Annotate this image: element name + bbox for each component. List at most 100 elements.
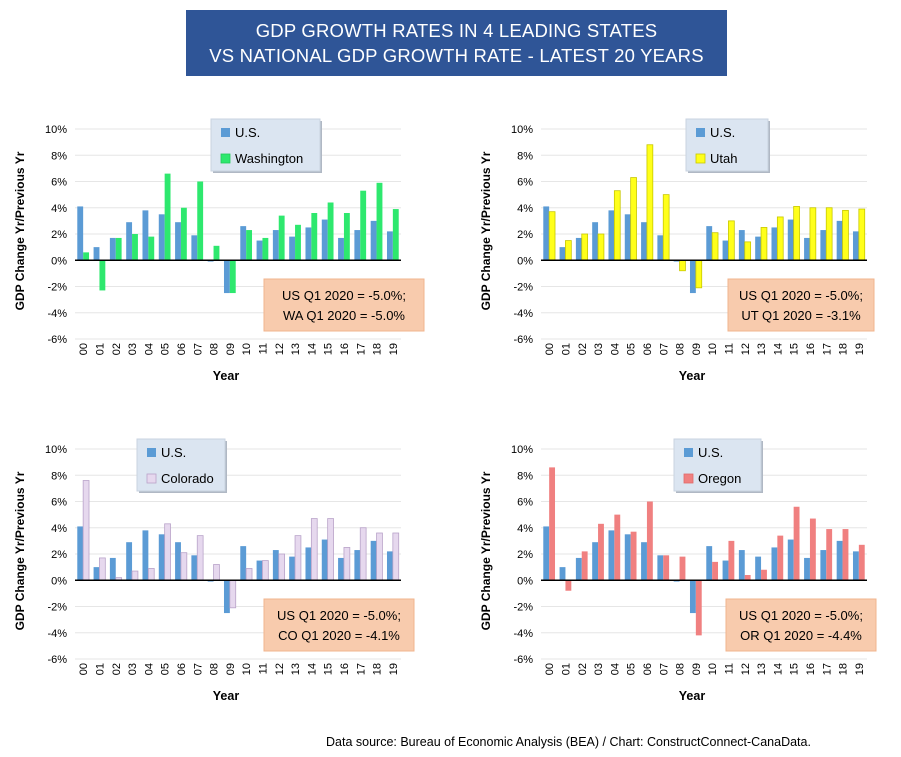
x-axis-title: Year <box>213 369 240 383</box>
y-axis-title: GDP Change Yr/Previous Yr <box>479 471 493 630</box>
bar-state <box>565 240 572 261</box>
bar-state <box>147 568 155 581</box>
y-tick-label: -4% <box>513 628 533 640</box>
chart-oregon: 10% 8% 6% 4% 2% 0% -2% -4% -6% 00 01 02 03 04 05 06 07 08… <box>468 432 888 717</box>
legend-label-state: Washington <box>235 151 303 166</box>
x-tick-label: 04 <box>143 663 155 675</box>
bar-state <box>343 213 350 261</box>
bar-us <box>722 560 729 581</box>
y-axis-title: GDP Change Yr/Previous Yr <box>479 151 493 310</box>
bar-us <box>820 550 827 581</box>
x-tick-label: 17 <box>355 343 367 355</box>
bar-us <box>338 557 344 581</box>
bar-us <box>624 534 631 581</box>
x-tick-label: 15 <box>789 663 801 675</box>
y-tick-label: 8% <box>517 470 533 482</box>
bar-us <box>256 560 263 581</box>
bar-us <box>771 227 778 261</box>
chart-oregon-svg: 10% 8% 6% 4% 2% 0% -2% -4% -6% 00 01 02 03 04 05 06 07 08… <box>479 438 877 703</box>
bar-state <box>728 540 735 581</box>
bar-us <box>836 220 843 261</box>
bar-us <box>608 210 615 261</box>
y-tick-label: 4% <box>517 203 533 215</box>
x-tick-label: 03 <box>127 663 139 675</box>
bar-us <box>93 247 100 261</box>
bar-state <box>548 211 556 261</box>
chart-utah-svg: 10% 8% 6% 4% 2% 0% -2% -4% -6% 00 01 02 03 04 05 06 07 08… <box>479 118 875 383</box>
y-tick-label: 10% <box>45 444 67 456</box>
x-tick-label: 02 <box>577 343 589 355</box>
annotation-line1: US Q1 2020 = -5.0%; <box>277 608 401 623</box>
y-tick-label: -4% <box>47 628 67 640</box>
bar-state <box>842 209 849 261</box>
bar-state <box>392 532 400 581</box>
x-tick-label: 17 <box>355 663 367 675</box>
bar-us <box>77 526 84 581</box>
x-tick-label: 15 <box>323 663 335 675</box>
bar-state <box>613 190 621 261</box>
y-tick-label: 10% <box>45 124 67 136</box>
bar-state <box>164 173 171 261</box>
bar-state <box>826 529 833 581</box>
x-tick-label: 07 <box>658 663 670 675</box>
y-tick-label: 8% <box>517 150 533 162</box>
bar-us <box>77 206 84 261</box>
x-tick-label: 02 <box>577 663 589 675</box>
bar-state <box>695 259 703 289</box>
x-tick-label: 08 <box>209 343 221 355</box>
bar-us <box>158 214 165 261</box>
chart-utah: 10% 8% 6% 4% 2% 0% -2% -4% -6% 00 01 02 03 04 05 06 07 08… <box>468 112 888 397</box>
bar-state <box>663 555 670 581</box>
legend-swatch-state <box>146 473 157 484</box>
bar-state <box>131 570 139 581</box>
bar-state <box>646 144 654 261</box>
bar-state <box>597 233 605 261</box>
y-tick-label: 2% <box>517 229 533 241</box>
y-tick-label: 4% <box>517 523 533 535</box>
legend-label-state: Colorado <box>161 471 214 486</box>
bar-us <box>852 551 859 581</box>
x-tick-label: 06 <box>642 343 654 355</box>
x-tick-label: 00 <box>78 663 90 675</box>
y-tick-label: 0% <box>51 575 67 587</box>
y-tick-label: 8% <box>51 150 67 162</box>
x-tick-label: 12 <box>274 343 286 355</box>
x-tick-label: 07 <box>192 663 204 675</box>
y-tick-label: -2% <box>47 602 67 614</box>
legend-label-state: Oregon <box>698 471 741 486</box>
bar-us <box>191 235 198 261</box>
bar-state <box>197 181 204 261</box>
bar-state <box>712 561 719 581</box>
chart-washington-svg: 10% 8% 6% 4% 2% 0% -2% -4% -6% 00 01 02 03 04 05 06 07 08… <box>13 118 425 383</box>
x-tick-label: 06 <box>176 343 188 355</box>
bar-us <box>386 551 393 581</box>
chart-title-line1: GDP GROWTH RATES IN 4 LEADING STATES <box>255 20 658 41</box>
bar-us <box>93 567 100 581</box>
annotation-line1: US Q1 2020 = -5.0%; <box>282 288 406 303</box>
x-tick-label: 14 <box>306 343 318 355</box>
bar-state <box>565 580 572 591</box>
y-tick-label: 4% <box>51 523 67 535</box>
bar-us <box>559 247 566 261</box>
y-tick-label: -6% <box>47 334 67 346</box>
bar-state <box>809 207 817 261</box>
bar-state <box>695 580 702 636</box>
bar-state <box>630 177 637 261</box>
bar-us <box>608 530 615 581</box>
x-tick-label: 19 <box>388 663 400 675</box>
bar-us <box>624 214 631 261</box>
bar-us <box>338 237 344 261</box>
x-tick-label: 09 <box>691 343 703 355</box>
y-tick-label: -2% <box>513 602 533 614</box>
y-tick-label: -2% <box>47 282 67 294</box>
x-tick-label: 04 <box>143 343 155 355</box>
x-tick-label: 10 <box>241 343 253 355</box>
x-tick-label: 09 <box>225 663 237 675</box>
bar-us <box>641 222 647 261</box>
bar-us <box>354 550 361 581</box>
x-tick-label: 13 <box>756 343 768 355</box>
bar-us <box>836 540 843 581</box>
x-tick-label: 08 <box>675 343 687 355</box>
x-tick-label: 12 <box>274 663 286 675</box>
annotation-line1: US Q1 2020 = -5.0%; <box>739 608 863 623</box>
